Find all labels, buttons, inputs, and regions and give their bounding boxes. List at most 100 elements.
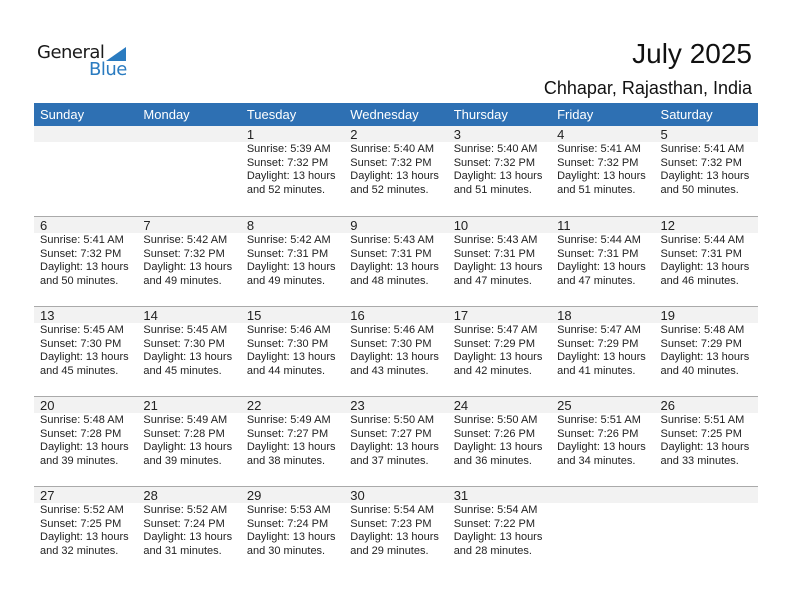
day-cell: 20 Sunrise: 5:48 AM Sunset: 7:28 PM Dayligh… [34,397,138,486]
week-row: 1 Sunrise: 5:39 AM Sunset: 7:32 PM Daylight… [34,126,758,216]
sunrise-text: Sunrise: 5:40 AM [453,143,538,155]
sunrise-text: Sunrise: 5:51 AM [557,414,641,426]
minutes-text: and 36 minutes. [453,454,532,467]
day-cell: 1 Sunrise: 5:39 AM Sunset: 7:32 PM Daylight… [240,126,345,216]
logo-text-blue: Blue [89,59,127,80]
daylight-text: Daylight: 13 hours [246,351,336,363]
day-number: 9 [344,217,448,233]
day-number [551,487,655,503]
daylight-text: Daylight: 13 hours [246,441,336,453]
daylight-text: Daylight: 13 hours [660,441,750,453]
weekday-sunday: Sunday [40,107,85,122]
minutes-text: and 30 minutes. [246,544,326,557]
week-row: 6 Sunrise: 5:41 AM Sunset: 7:32 PM Daylight… [34,216,758,306]
day-cell: 14 Sunrise: 5:45 AM Sunset: 7:30 PM Dayligh… [137,307,241,396]
sunset-text: Sunset: 7:32 PM [350,156,432,169]
daylight-text: Daylight: 13 hours [660,351,750,363]
minutes-text: and 33 minutes. [660,454,739,467]
empty-cell [137,126,241,216]
sunset-text: Sunset: 7:27 PM [350,427,432,440]
sunset-text: Sunset: 7:25 PM [660,427,742,440]
sunrise-text: Sunrise: 5:52 AM [143,504,228,516]
daylight-text: Daylight: 13 hours [453,351,543,363]
sunrise-text: Sunrise: 5:49 AM [143,414,228,426]
day-info: Sunrise: 5:41 AM Sunset: 7:32 PM Daylight:… [551,142,654,197]
sunset-text: Sunset: 7:30 PM [246,337,329,350]
day-number: 28 [137,487,241,503]
day-info: Sunrise: 5:53 AM Sunset: 7:24 PM Daylight:… [241,503,344,558]
day-number: 20 [34,397,138,413]
minutes-text: and 29 minutes. [350,544,429,557]
day-cell: 13 Sunrise: 5:45 AM Sunset: 7:30 PM Dayligh… [34,307,138,396]
sunset-text: Sunset: 7:26 PM [557,427,639,440]
day-cell: 5 Sunrise: 5:41 AM Sunset: 7:32 PM Daylight… [654,126,758,216]
minutes-text: and 32 minutes. [40,544,119,557]
day-cell: 19 Sunrise: 5:48 AM Sunset: 7:29 PM Dayligh… [654,307,758,396]
calendar: Sunday Monday Tuesday Wednesday Thursday Frid… [34,103,758,576]
day-cell: 27 Sunrise: 5:52 AM Sunset: 7:25 PM Dayligh… [34,487,138,576]
day-cell: 3 Sunrise: 5:40 AM Sunset: 7:32 PM Daylight… [447,126,552,216]
sunset-text: Sunset: 7:29 PM [660,337,742,350]
day-number: 10 [447,217,552,233]
week-row: 13 Sunrise: 5:45 AM Sunset: 7:30 PM Dayligh… [34,306,758,396]
sunrise-text: Sunrise: 5:51 AM [660,414,745,426]
daylight-text: Daylight: 13 hours [453,170,543,182]
sunrise-text: Sunrise: 5:49 AM [246,414,331,426]
sunset-text: Sunset: 7:30 PM [40,337,122,350]
minutes-text: and 28 minutes. [453,544,532,557]
daylight-text: Daylight: 13 hours [350,170,439,182]
day-info: Sunrise: 5:52 AM Sunset: 7:24 PM Daylight:… [137,503,240,558]
minutes-text: and 39 minutes. [143,454,222,467]
day-cell: 28 Sunrise: 5:52 AM Sunset: 7:24 PM Dayligh… [137,487,241,576]
weekday-tuesday: Tuesday [246,107,297,122]
day-number: 17 [447,307,552,323]
day-number: 30 [344,487,448,503]
sunrise-text: Sunrise: 5:46 AM [350,324,435,336]
day-info: Sunrise: 5:44 AM Sunset: 7:31 PM Daylight:… [655,233,758,288]
daylight-text: Daylight: 13 hours [660,261,750,273]
day-info: Sunrise: 5:39 AM Sunset: 7:32 PM Daylight:… [241,142,344,197]
sunrise-text: Sunrise: 5:42 AM [143,234,228,246]
weekday-thursday: Thursday [453,107,508,122]
day-number: 24 [447,397,552,413]
empty-cell [34,126,138,216]
day-info: Sunrise: 5:50 AM Sunset: 7:27 PM Daylight:… [344,413,447,468]
sunrise-text: Sunrise: 5:42 AM [246,234,331,246]
daylight-text: Daylight: 13 hours [557,441,646,453]
day-number: 25 [551,397,655,413]
day-number: 29 [240,487,345,503]
daylight-text: Daylight: 13 hours [246,531,336,543]
day-number: 1 [240,126,345,142]
daylight-text: Daylight: 13 hours [40,351,129,363]
day-cell: 11 Sunrise: 5:44 AM Sunset: 7:31 PM Dayligh… [551,217,655,306]
sunrise-text: Sunrise: 5:50 AM [350,414,435,426]
day-cell: 6 Sunrise: 5:41 AM Sunset: 7:32 PM Daylight… [34,217,138,306]
day-cell: 10 Sunrise: 5:43 AM Sunset: 7:31 PM Dayligh… [447,217,552,306]
daylight-text: Daylight: 13 hours [350,531,439,543]
day-number: 18 [551,307,655,323]
sunset-text: Sunset: 7:32 PM [246,156,329,169]
minutes-text: and 49 minutes. [143,274,222,287]
daylight-text: Daylight: 13 hours [350,441,439,453]
daylight-text: Daylight: 13 hours [40,261,129,273]
day-number: 14 [137,307,241,323]
day-cell: 31 Sunrise: 5:54 AM Sunset: 7:22 PM Dayligh… [447,487,552,576]
day-info: Sunrise: 5:46 AM Sunset: 7:30 PM Daylight:… [241,323,344,378]
daylight-text: Daylight: 13 hours [143,531,233,543]
day-cell: 4 Sunrise: 5:41 AM Sunset: 7:32 PM Daylight… [551,126,655,216]
day-cell: 21 Sunrise: 5:49 AM Sunset: 7:28 PM Dayligh… [137,397,241,486]
day-number: 5 [654,126,758,142]
minutes-text: and 37 minutes. [350,454,429,467]
empty-cell [551,487,655,576]
day-number: 26 [654,397,758,413]
sunset-text: Sunset: 7:31 PM [557,247,639,260]
day-info: Sunrise: 5:41 AM Sunset: 7:32 PM Daylight:… [34,233,137,288]
logo-text-general: General [37,42,105,63]
sunset-text: Sunset: 7:31 PM [246,247,329,260]
sunrise-text: Sunrise: 5:41 AM [557,143,641,155]
week-row: 27 Sunrise: 5:52 AM Sunset: 7:25 PM Dayligh… [34,486,758,576]
day-cell: 22 Sunrise: 5:49 AM Sunset: 7:27 PM Dayligh… [240,397,345,486]
day-info: Sunrise: 5:49 AM Sunset: 7:27 PM Daylight:… [241,413,344,468]
day-number: 22 [240,397,345,413]
day-info: Sunrise: 5:44 AM Sunset: 7:31 PM Daylight:… [551,233,654,288]
